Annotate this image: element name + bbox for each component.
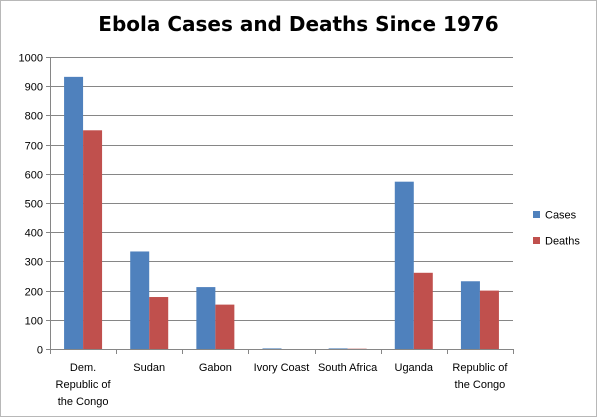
y-tick-label: 400	[25, 228, 43, 240]
bar-deaths-5	[413, 272, 433, 349]
bar-cases-0	[64, 76, 84, 349]
y-tick-label: 800	[25, 111, 43, 123]
bar-deaths-1	[149, 297, 169, 349]
y-tick-label: 300	[25, 257, 43, 269]
bars	[64, 76, 499, 349]
y-tick-label: 100	[25, 316, 43, 328]
y-axis: 0 100 200 300 400 500 600 700 800 900 1000	[19, 53, 51, 357]
bar-cases-4	[328, 348, 348, 349]
y-tick-label: 0	[37, 345, 43, 357]
bar-deaths-2	[215, 304, 235, 349]
x-axis: Dem. Republic of the Congo Sudan Gabon Ivory …	[50, 349, 514, 408]
y-tick-label: 900	[25, 82, 43, 94]
bar-deaths-6	[479, 290, 499, 349]
y-tick-label: 500	[25, 199, 43, 211]
x-category-label: Gabon	[199, 362, 232, 374]
x-category-label: Uganda	[395, 362, 434, 374]
legend-label-cases: Cases	[545, 210, 577, 222]
x-category-label: Dem.	[70, 362, 96, 374]
y-tick-label: 700	[25, 141, 43, 153]
x-category-label: South Africa	[318, 362, 378, 374]
chart-title: Ebola Cases and Deaths Since 1976	[98, 12, 499, 36]
bar-cases-1	[130, 251, 150, 349]
x-category-label: Republic of	[452, 362, 508, 374]
x-category-label: Republic of	[56, 379, 112, 391]
legend: Cases Deaths	[533, 210, 580, 248]
legend-swatch-cases	[533, 211, 540, 218]
legend-label-deaths: Deaths	[545, 236, 580, 248]
bar-cases-5	[394, 181, 414, 349]
bar-cases-2	[196, 287, 216, 349]
legend-swatch-deaths	[533, 237, 540, 244]
bar-cases-3	[262, 348, 282, 349]
y-tick-label: 600	[25, 170, 43, 182]
y-tick-label: 1000	[19, 53, 43, 65]
y-tick-label: 200	[25, 287, 43, 299]
gridlines	[50, 57, 513, 350]
bar-deaths-0	[83, 130, 103, 349]
x-category-label: Ivory Coast	[254, 362, 310, 374]
x-category-label: the Congo	[455, 379, 506, 391]
x-category-label: the Congo	[58, 396, 109, 408]
x-category-label: Sudan	[133, 362, 165, 374]
bar-cases-6	[460, 281, 480, 349]
